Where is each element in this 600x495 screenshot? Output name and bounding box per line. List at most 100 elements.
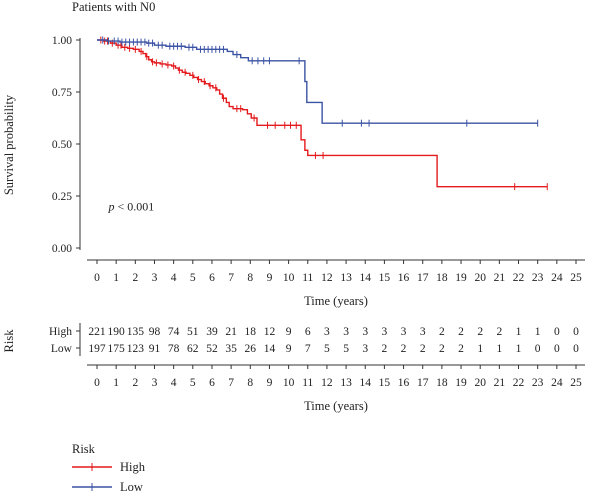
risk-x-tick-label: 4: [171, 377, 177, 389]
y-tick-label: 1.00: [52, 35, 72, 47]
risk-x-tick-label: 25: [570, 377, 582, 389]
risk-count-low: 52: [206, 343, 218, 355]
x-tick-label: 12: [321, 272, 333, 284]
risk-count-high: 3: [401, 326, 407, 338]
p-value-annotation: p < 0.001: [107, 200, 154, 214]
risk-x-tick-label: 21: [494, 377, 506, 389]
p-value-text: < 0.001: [114, 200, 154, 214]
p-value-symbol: p: [107, 200, 114, 214]
risk-count-low: 9: [286, 343, 292, 355]
risk-x-tick-label: 18: [436, 377, 448, 389]
risk-count-high: 98: [149, 326, 161, 338]
risk-x-tick-label: 12: [321, 377, 333, 389]
risk-x-tick-label: 5: [190, 377, 196, 389]
risk-count-high: 3: [420, 326, 426, 338]
x-tick-label: 6: [209, 272, 215, 284]
risk-count-low: 78: [168, 343, 180, 355]
risk-count-high: 51: [187, 326, 199, 338]
x-tick-label: 2: [132, 272, 138, 284]
x-tick-label: 5: [190, 272, 196, 284]
x-tick-label: 19: [455, 272, 467, 284]
risk-row-label-high: High: [49, 326, 72, 338]
risk-count-high: 74: [168, 326, 180, 338]
risk-count-low: 3: [362, 343, 368, 355]
risk-x-tick-label: 24: [551, 377, 563, 389]
risk-count-high: 18: [245, 326, 257, 338]
x-tick-label: 10: [283, 272, 295, 284]
risk-count-low: 5: [343, 343, 349, 355]
risk-count-low: 62: [187, 343, 199, 355]
risk-x-tick-label: 15: [379, 377, 391, 389]
y-axis: 0.00 0.25 0.50 0.75 1.00: [52, 35, 80, 255]
risk-x-tick-label: 11: [302, 377, 313, 389]
risk-x-tick-label: 3: [152, 377, 158, 389]
risk-table: Risk High 221 190 135 98 74 51 39 21 18 12 9 6 3 3 3 3 3 3…: [2, 323, 585, 413]
risk-count-low: 1: [516, 343, 522, 355]
y-tick-label: 0.50: [52, 139, 72, 151]
risk-count-high: 3: [382, 326, 388, 338]
x-tick-label: 14: [359, 272, 371, 284]
risk-x-tick-label: 17: [417, 377, 429, 389]
risk-x-tick-label: 14: [359, 377, 371, 389]
risk-table-x-ticks: 0 1 2 3 4 5 6 7 8 9 10 11 12 13 14 15 16 17 18 19 20 21 22 23 24…: [94, 365, 582, 389]
x-axis: 0 1 2 3 4 5 6 7 8 9 10 11 12 13 14 15 16 17 18 19 20 21 22 23 24…: [94, 260, 582, 284]
risk-table-title: Risk: [2, 329, 16, 353]
risk-count-high: 2: [496, 326, 502, 338]
x-tick-label: 23: [532, 272, 544, 284]
risk-x-tick-label: 8: [247, 377, 253, 389]
survival-plot: 0.000.250.500.751.00 0 1 2 3 4 5 6 7 8 9 10 11 12 13 1…: [2, 35, 585, 308]
risk-count-high: 2: [439, 326, 445, 338]
x-tick-label: 20: [474, 272, 486, 284]
risk-row-label-low: Low: [51, 343, 73, 355]
risk-count-low: 2: [382, 343, 388, 355]
risk-count-low: 35: [225, 343, 237, 355]
risk-count-low: 1: [496, 343, 502, 355]
risk-count-low: 2: [420, 343, 426, 355]
x-tick-label: 8: [247, 272, 253, 284]
risk-count-high: 190: [108, 326, 126, 338]
risk-x-tick-label: 2: [132, 377, 138, 389]
risk-rows: High 221 190 135 98 74 51 39 21 18 12 9 6 3 3 3 3 3 3 2 2 2 2 1…: [49, 326, 579, 355]
risk-count-low: 123: [127, 343, 145, 355]
risk-count-low: 91: [149, 343, 161, 355]
x-tick-label: 25: [570, 272, 582, 284]
risk-x-tick-label: 10: [283, 377, 295, 389]
legend-label-low: Low: [120, 480, 143, 494]
risk-count-high: 12: [264, 326, 276, 338]
risk-count-high: 3: [324, 326, 330, 338]
x-tick-label: 9: [267, 272, 273, 284]
risk-x-tick-label: 7: [228, 377, 234, 389]
risk-x-tick-label: 6: [209, 377, 215, 389]
chart-title: Patients with N0: [72, 0, 155, 14]
risk-x-tick-label: 0: [94, 377, 100, 389]
x-tick-label: 21: [494, 272, 506, 284]
y-tick-label: 0.75: [52, 87, 72, 99]
x-tick-label: 17: [417, 272, 429, 284]
risk-count-high: 2: [477, 326, 483, 338]
y-tick-label: 0.00: [52, 243, 72, 255]
x-axis-title: Time (years): [304, 294, 368, 308]
risk-count-low: 175: [108, 343, 126, 355]
x-tick-label: 7: [228, 272, 234, 284]
risk-count-high: 0: [573, 326, 579, 338]
risk-x-tick-label: 9: [267, 377, 273, 389]
risk-count-low: 7: [305, 343, 311, 355]
risk-count-low: 1: [477, 343, 483, 355]
risk-table-x-axis-title: Time (years): [304, 399, 368, 413]
legend-items: High Low: [72, 460, 146, 494]
risk-x-tick-label: 19: [455, 377, 467, 389]
y-tick-label: 0.25: [52, 191, 72, 203]
y-axis-title: Survival probability: [2, 94, 16, 195]
risk-count-low: 5: [324, 343, 330, 355]
curve-low: [97, 39, 538, 124]
curve-high: [97, 39, 548, 188]
risk-count-high: 21: [225, 326, 237, 338]
x-tick-label: 13: [340, 272, 352, 284]
x-tick-label: 24: [551, 272, 563, 284]
risk-count-high: 2: [458, 326, 464, 338]
risk-count-low: 0: [573, 343, 579, 355]
risk-count-low: 197: [88, 343, 106, 355]
risk-count-low: 2: [439, 343, 445, 355]
risk-count-high: 135: [127, 326, 145, 338]
risk-x-tick-label: 16: [398, 377, 410, 389]
